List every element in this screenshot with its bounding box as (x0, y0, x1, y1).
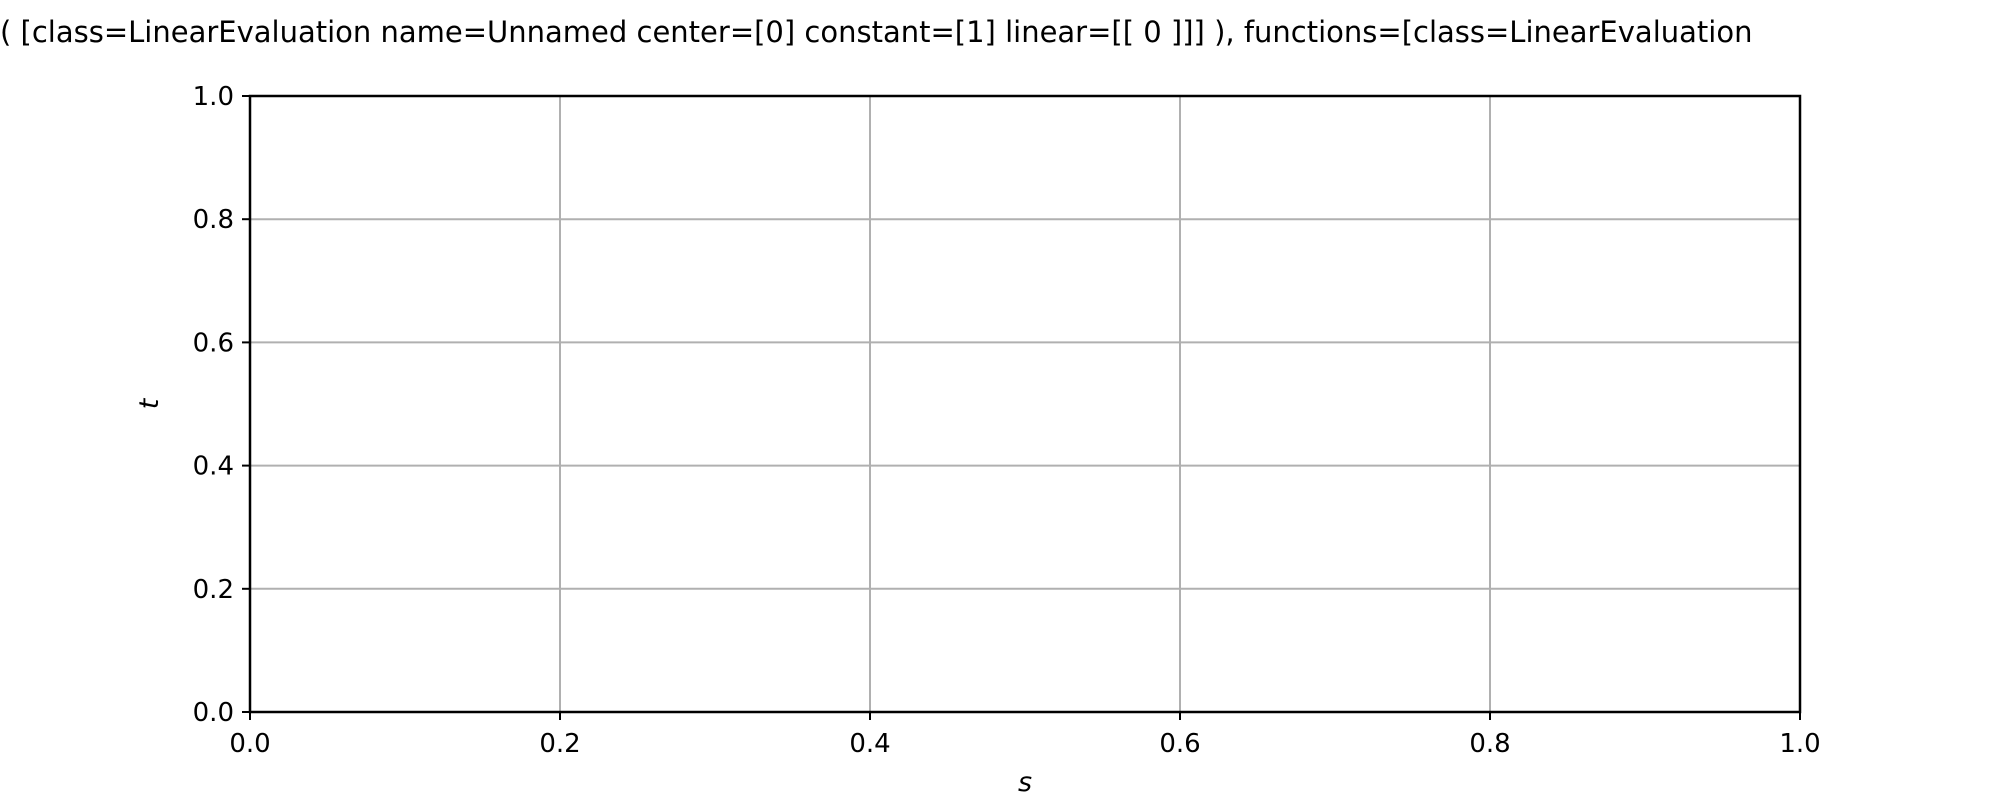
x-tick-label: 0.0 (229, 729, 270, 759)
chart-title: ( [class=LinearEvaluation name=Unnamed c… (0, 15, 1753, 49)
y-tick-label: 1.0 (193, 82, 234, 112)
tick-labels: 0.0 0.2 0.4 0.6 0.8 1.0 0.0 0.2 0.4 0.6 0.8 1.0 (193, 82, 1821, 759)
y-tick-label: 0.2 (193, 575, 234, 605)
x-tick-label: 0.2 (539, 729, 580, 759)
x-tick-label: 0.8 (1469, 729, 1510, 759)
grid-lines (249, 95, 1801, 713)
y-axis-label: t (134, 397, 165, 409)
y-tick-label: 0.4 (193, 452, 234, 482)
x-tick-label: 1.0 (1779, 729, 1820, 759)
x-tick-label: 0.6 (1159, 729, 1200, 759)
y-tick-label: 0.6 (193, 328, 234, 358)
y-tick-label: 0.0 (193, 698, 234, 728)
plot-area-frame (248, 94, 1802, 714)
x-tick-label: 0.4 (849, 729, 890, 759)
axis-ticks (242, 95, 1801, 720)
x-axis-label: s (1018, 767, 1032, 798)
y-tick-label: 0.8 (193, 205, 234, 235)
